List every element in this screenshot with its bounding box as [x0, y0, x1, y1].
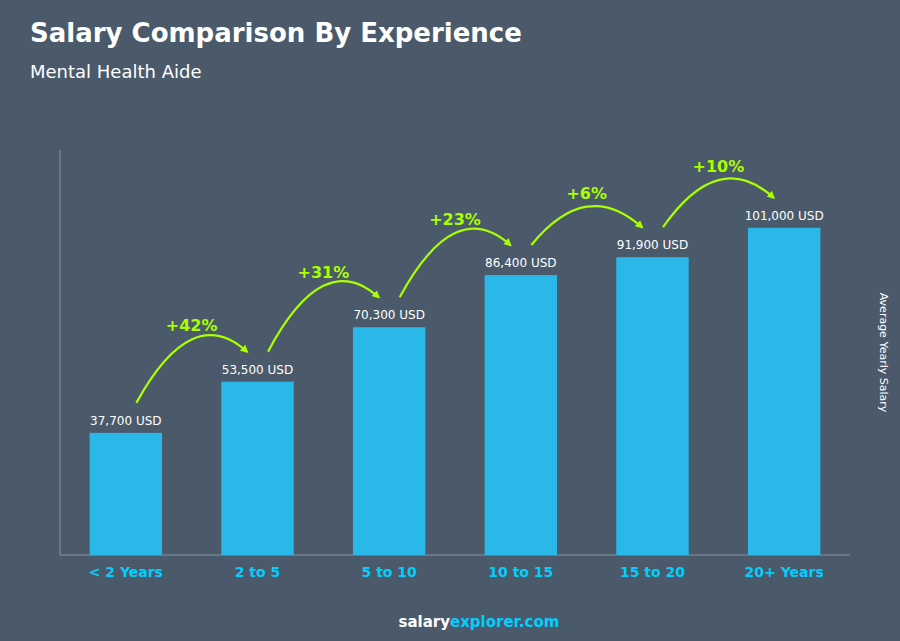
bar — [353, 327, 425, 555]
data-label: 53,500 USD — [222, 363, 293, 377]
y-axis-label: Average Yearly Salary — [877, 293, 890, 413]
x-tick-label: 10 to 15 — [488, 564, 553, 580]
change-arrow — [136, 335, 247, 403]
data-label: 91,900 USD — [617, 238, 688, 252]
x-tick-label: < 2 Years — [89, 564, 163, 580]
change-label: +6% — [566, 184, 607, 203]
bar — [485, 275, 557, 555]
chart-container: Salary Comparison By Experience Mental He… — [0, 0, 900, 641]
data-label: 70,300 USD — [353, 308, 424, 322]
bar — [748, 228, 820, 555]
y-axis-line — [60, 150, 61, 555]
x-axis-line — [60, 555, 850, 556]
change-arrow — [663, 178, 774, 227]
data-label: 37,700 USD — [90, 414, 161, 428]
change-label: +42% — [166, 316, 218, 335]
footer: salary — [399, 613, 451, 631]
data-label: 101,000 USD — [745, 209, 824, 223]
bars — [90, 228, 821, 555]
title: Salary Comparison By Experience — [30, 18, 522, 48]
bar — [616, 257, 688, 555]
x-tick-label: 20+ Years — [745, 564, 824, 580]
subtitle: Mental Health Aide — [30, 61, 201, 82]
footer: explorer.com — [450, 613, 559, 631]
change-arrow — [400, 229, 511, 298]
x-tick-label: 2 to 5 — [235, 564, 281, 580]
data-label: 86,400 USD — [485, 256, 556, 270]
change-label: +23% — [429, 210, 481, 229]
change-arrow — [531, 206, 642, 245]
bar — [221, 382, 293, 555]
x-tick-label: 5 to 10 — [362, 564, 418, 580]
bar — [90, 433, 162, 555]
change-arrow — [268, 281, 379, 352]
change-label: +31% — [297, 263, 349, 282]
change-label: +10% — [692, 157, 744, 176]
chart-svg: Salary Comparison By Experience Mental He… — [0, 0, 900, 641]
x-tick-label: 15 to 20 — [620, 564, 685, 580]
